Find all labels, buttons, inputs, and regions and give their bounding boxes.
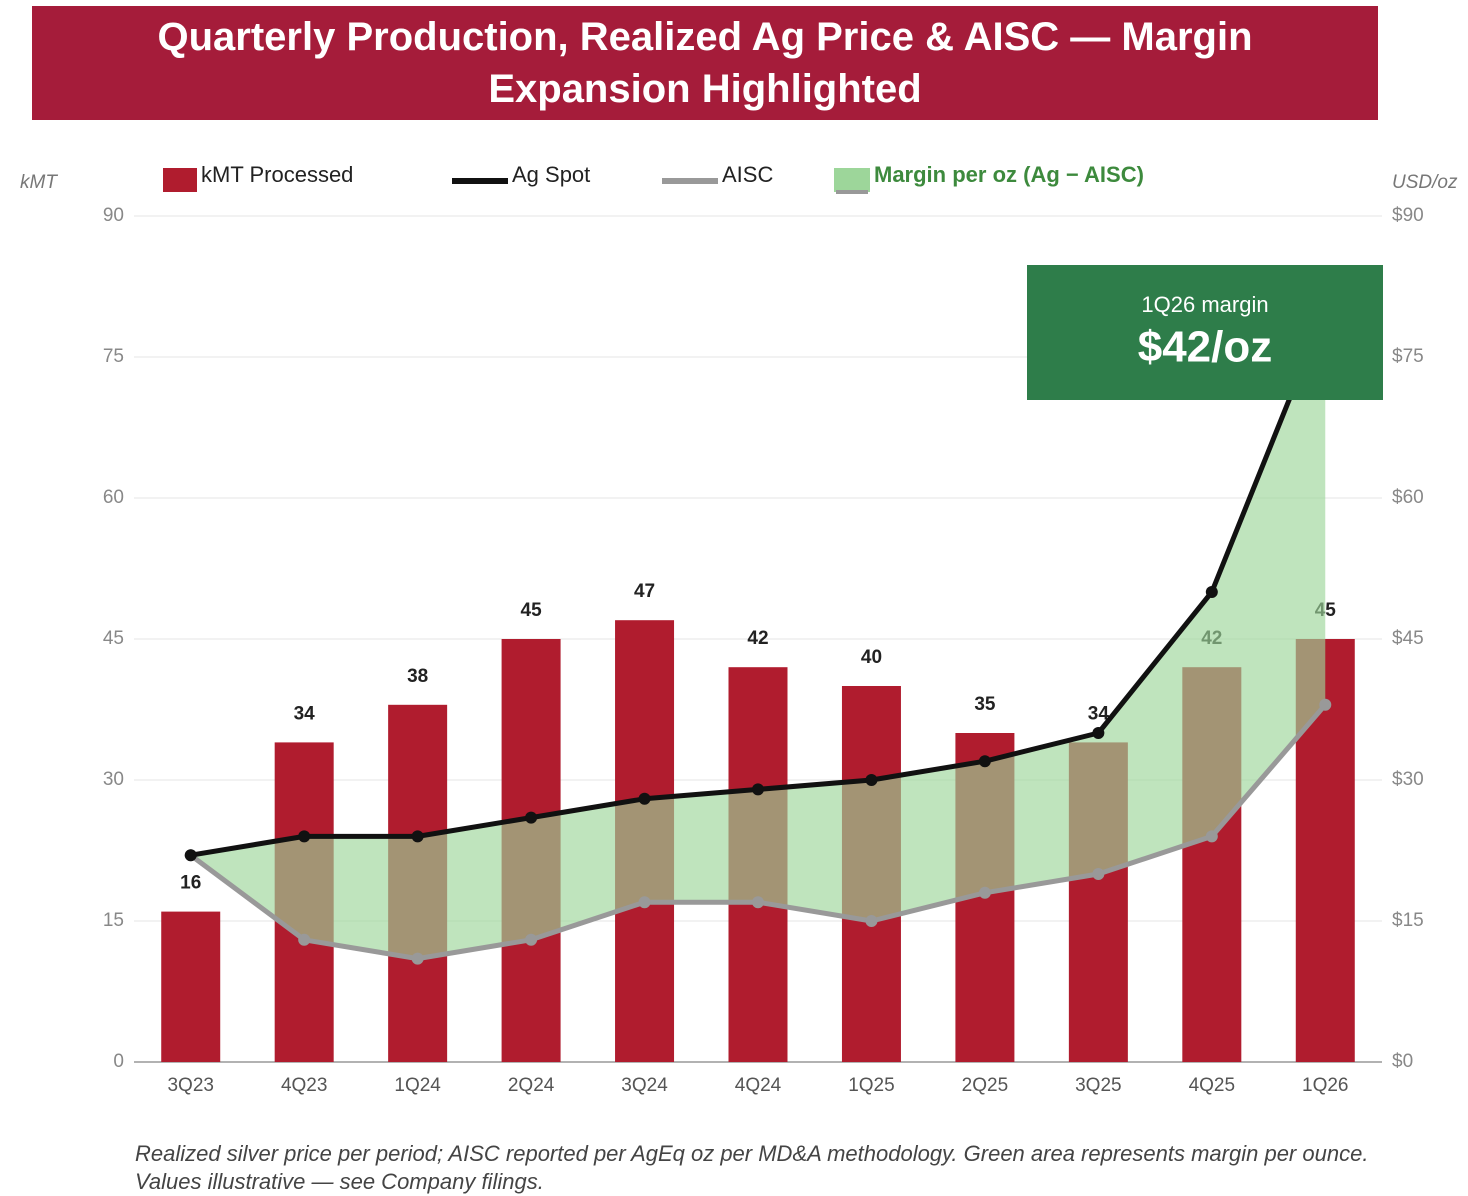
line-point bbox=[638, 896, 651, 909]
footnote: Realized silver price per period; AISC r… bbox=[135, 1141, 1369, 1194]
line-point bbox=[525, 933, 538, 946]
bar-value-label: 35 bbox=[974, 694, 996, 715]
x-tick-label: 2Q24 bbox=[508, 1075, 555, 1096]
line-point bbox=[638, 792, 651, 805]
line-point bbox=[525, 811, 538, 824]
line-point bbox=[865, 774, 878, 786]
legend-swatch bbox=[163, 168, 197, 192]
y-tick-label: 60 bbox=[103, 487, 124, 508]
x-tick-label: 1Q24 bbox=[394, 1075, 441, 1096]
bar-value-label: 34 bbox=[1088, 703, 1110, 724]
x-tick-label: 3Q25 bbox=[1075, 1075, 1121, 1096]
x-tick-label: 1Q26 bbox=[1302, 1075, 1348, 1096]
bar-value-label: 42 bbox=[747, 628, 768, 649]
line-point bbox=[411, 830, 424, 843]
x-tick-label: 1Q25 bbox=[848, 1075, 894, 1096]
y2-tick-label: $45 bbox=[1392, 628, 1424, 649]
bar-value-label: 38 bbox=[407, 666, 428, 687]
bar-value-label: 47 bbox=[634, 581, 655, 602]
x-tick-label: 4Q24 bbox=[735, 1075, 782, 1096]
line-point bbox=[1092, 727, 1105, 739]
y2-tick-label: $30 bbox=[1392, 769, 1424, 790]
chart-title: Quarterly Production, Realized Ag Price … bbox=[157, 15, 1253, 111]
line-point bbox=[1092, 868, 1105, 880]
line-point bbox=[411, 952, 424, 965]
line-point bbox=[1205, 586, 1218, 598]
line-point bbox=[865, 915, 878, 927]
bar-value-label: 16 bbox=[180, 873, 201, 894]
y2-tick-label: $60 bbox=[1392, 487, 1424, 508]
y-axis-label: kMT bbox=[20, 172, 58, 193]
y-tick-label: 45 bbox=[103, 628, 124, 649]
legend-swatch bbox=[834, 168, 870, 192]
y2-tick-label: $15 bbox=[1392, 910, 1424, 931]
margin-area bbox=[190, 310, 1326, 959]
y-tick-label: 75 bbox=[103, 346, 124, 367]
annotation-box bbox=[1027, 265, 1383, 400]
line-point bbox=[298, 933, 311, 946]
bar-value-label: 45 bbox=[521, 600, 543, 621]
legend-label: AISC bbox=[722, 162, 773, 187]
y2-tick-label: $90 bbox=[1392, 205, 1424, 226]
y-tick-label: 15 bbox=[103, 910, 124, 931]
y-tick-label: 30 bbox=[103, 769, 124, 790]
x-tick-label: 3Q23 bbox=[167, 1075, 213, 1096]
title-banner: Quarterly Production, Realized Ag Price … bbox=[32, 6, 1378, 120]
legend-label: Ag Spot bbox=[512, 162, 590, 187]
annotation-value: $42/oz bbox=[1138, 323, 1273, 372]
x-tick-label: 4Q23 bbox=[281, 1075, 327, 1096]
bar bbox=[161, 911, 221, 1062]
line-point bbox=[978, 886, 991, 899]
line-point bbox=[298, 830, 311, 843]
line-point bbox=[752, 896, 764, 909]
y-tick-label: 0 bbox=[113, 1051, 124, 1072]
y2-tick-label: $75 bbox=[1392, 346, 1424, 367]
annotation-title: 1Q26 margin bbox=[1141, 292, 1268, 317]
y2-axis-label: USD/oz bbox=[1392, 172, 1458, 193]
y2-tick-label: $0 bbox=[1392, 1051, 1413, 1072]
bar-value-label: 34 bbox=[294, 703, 316, 724]
legend-label: kMT Processed bbox=[201, 162, 353, 187]
line-point bbox=[978, 755, 991, 768]
x-tick-label: 4Q25 bbox=[1189, 1075, 1235, 1096]
bar-value-label: 40 bbox=[861, 647, 882, 668]
line-point bbox=[752, 783, 764, 796]
line-point bbox=[1319, 698, 1332, 711]
x-tick-label: 3Q24 bbox=[621, 1075, 668, 1096]
line-point bbox=[184, 849, 197, 862]
x-tick-label: 2Q25 bbox=[962, 1075, 1008, 1096]
legend-label: Margin per oz (Ag − AISC) bbox=[874, 162, 1144, 187]
line-point bbox=[1205, 830, 1218, 843]
y-tick-label: 90 bbox=[103, 205, 124, 226]
